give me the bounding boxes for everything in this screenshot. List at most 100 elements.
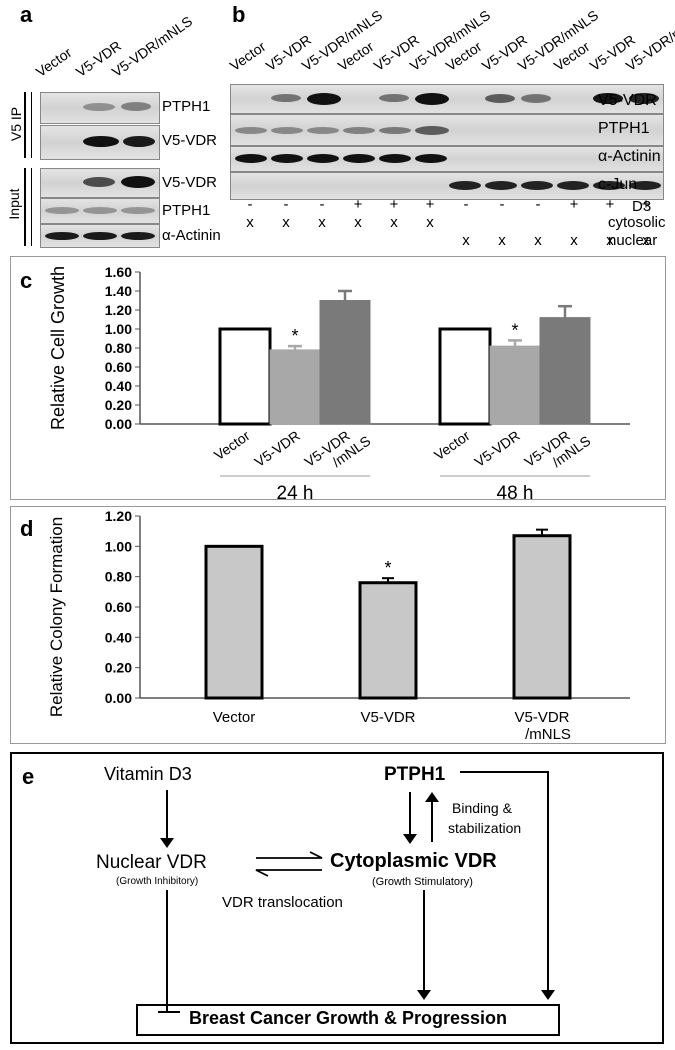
binding-text: Binding & (452, 800, 512, 816)
nuclear-mark: x (534, 232, 542, 249)
vitamin-d3-text: Vitamin D3 (104, 764, 192, 784)
cytoplasmic-vdr-sub: (Growth Stimulatory) (372, 876, 473, 888)
panel-d-frame (10, 506, 666, 744)
d3-sign: - (283, 196, 289, 213)
cytosolic-mark: x (282, 214, 290, 231)
y-tick-label: 1.40 (105, 283, 132, 299)
y-tick-label: 0.20 (105, 397, 132, 413)
nuclear-mark: x (498, 232, 506, 249)
d3-sign: - (247, 196, 253, 213)
blot-a-ip-ptph1 (40, 92, 160, 124)
y-tick-label: 0.20 (105, 660, 132, 676)
cytosolic-mark: x (426, 214, 434, 231)
nuclear-mark: x (642, 232, 650, 249)
d3-sign: + (389, 196, 399, 213)
panel-e-frame (10, 752, 664, 1044)
x-tick-label-line: V5-VDR (360, 709, 415, 726)
blot-a-ip-vdr (40, 125, 160, 160)
label-b-cytosolic: cytosolic (608, 214, 666, 231)
panel-a-label: a (20, 2, 33, 27)
y-tick-label: 0.40 (105, 629, 132, 645)
bar (438, 327, 492, 426)
blot-b-actinin (230, 146, 664, 172)
group-label: 48 h (497, 483, 534, 500)
arrow-nuclear-cyto (256, 851, 323, 859)
y-tick-label: 0.00 (105, 416, 132, 432)
y-tick-label: 1.20 (105, 508, 132, 524)
blot-b-cjun (230, 172, 664, 200)
bar (319, 300, 371, 425)
d3-sign: - (535, 196, 541, 213)
cytoplasmic-vdr-text: Cytoplasmic VDR (330, 850, 497, 872)
arrow-ptph1-outcome (460, 771, 555, 1000)
panel-d-label: d (20, 516, 34, 541)
x-tick-label: Vector (213, 709, 256, 726)
y-tick-label: 0.60 (105, 359, 132, 375)
stabilization-text: stabilization (448, 820, 522, 836)
y-tick-label: 1.20 (105, 302, 132, 318)
y-tick-label: 0.40 (105, 378, 132, 394)
blot-a-input-actinin (40, 224, 160, 248)
x-tick-label: V5-VDR/mNLS (514, 709, 570, 743)
y-tick-label: 0.00 (105, 690, 132, 706)
significance-mark: * (384, 558, 391, 578)
x-tick-label-line: V5-VDR (514, 709, 569, 726)
bar (269, 349, 321, 425)
bar (218, 327, 272, 426)
label-b-ptph1: PTPH1 (598, 120, 650, 137)
d3-sign: - (463, 196, 469, 213)
blot-a-input-vdr (40, 168, 160, 198)
x-tick-label: V5-VDR (360, 709, 415, 726)
label-b-nuclear: nuclear (608, 232, 658, 249)
label-a-input-actinin: α-Actinin (162, 227, 221, 244)
cytosolic-mark: x (318, 214, 326, 231)
cytosolic-mark: x (246, 214, 254, 231)
y-tick-label: 1.00 (105, 321, 132, 337)
y-tick-label: 1.60 (105, 264, 132, 280)
label-b-actinin: α-Actinin (598, 148, 661, 165)
blot-b-ptph1 (230, 114, 664, 146)
d3-sign: - (319, 196, 325, 213)
label-a-input-ptph1: PTPH1 (162, 202, 211, 219)
panel-e-label: e (22, 764, 35, 789)
nuclear-vdr-text: Nuclear VDR (96, 852, 207, 873)
vdr-translocation-text: VDR translocation (222, 894, 343, 911)
significance-mark: * (291, 326, 298, 346)
d3-sign: + (569, 196, 579, 213)
y-tick-label: 0.80 (105, 340, 132, 356)
d3-sign: + (605, 196, 615, 213)
d3-sign: - (499, 196, 505, 213)
panel-c-frame (10, 256, 666, 500)
panel-b-label: b (232, 2, 246, 27)
blot-a-input-ptph1 (40, 198, 160, 224)
d3-sign: + (425, 196, 435, 213)
blot-b-vdr (230, 84, 664, 114)
group-label: 24 h (277, 483, 314, 500)
bar (358, 581, 418, 700)
label-a-input-vdr: V5-VDR (162, 174, 218, 191)
bar (539, 317, 591, 425)
label-a-ip-vdr: V5-VDR (162, 132, 218, 149)
label-a-ip-ptph1: PTPH1 (162, 98, 211, 115)
chart-c: Relative Cell Growth 0.00 0.20 0.40 0.60 0.80… (48, 264, 630, 500)
arrow-cyto-nuclear (255, 869, 322, 877)
nuclear-mark: x (570, 232, 578, 249)
label-b-vdr: V5-VDR (598, 92, 657, 109)
y-tick-label: 1.00 (105, 538, 132, 554)
label-b-d3: D3 (632, 198, 652, 215)
nuclear-vdr-sub: (Growth Inhibitory) (116, 876, 199, 887)
panel-c-label: c (20, 268, 33, 293)
ptph1-text: PTPH1 (384, 764, 446, 785)
label-b-cjun: c-Jun (598, 176, 638, 193)
nuclear-mark: x (606, 232, 614, 249)
y-axis-label: Relative Colony Formation (47, 517, 66, 717)
y-tick-label: 0.80 (105, 569, 132, 585)
outcome-box (136, 1004, 560, 1036)
cytosolic-mark: x (354, 214, 362, 231)
d3-sign: + (641, 196, 651, 213)
x-tick-label-line: /mNLS (525, 726, 571, 743)
y-tick-label: 0.60 (105, 599, 132, 615)
bar (204, 544, 264, 700)
bar (489, 345, 541, 425)
